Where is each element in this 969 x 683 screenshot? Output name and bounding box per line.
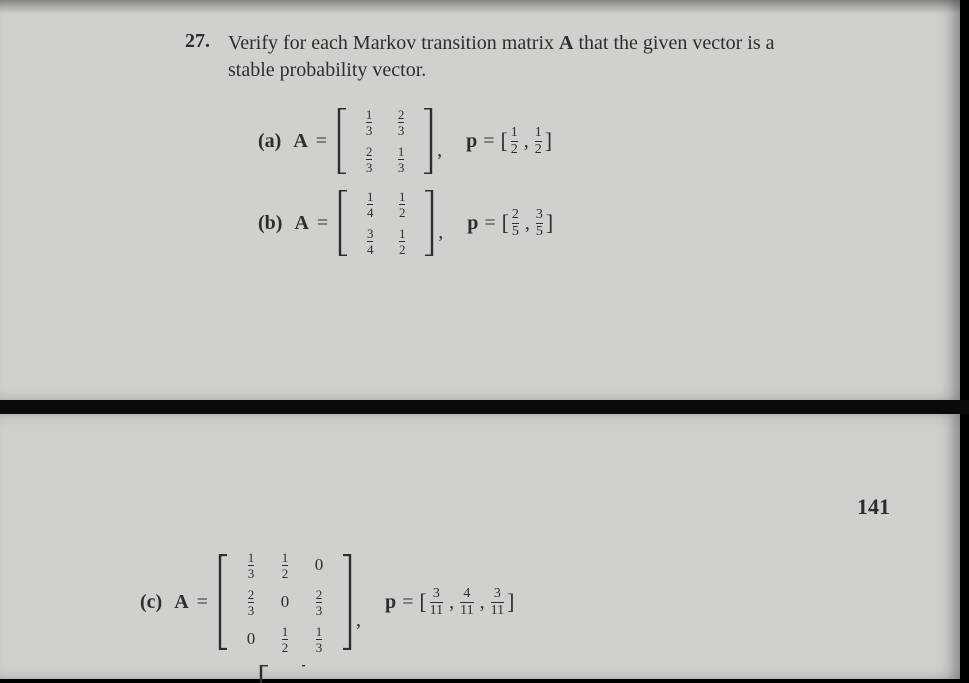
part-a-A: A	[293, 130, 307, 153]
part-c-label: (c)	[140, 591, 162, 614]
part-a-matrix: 13 23 23 13	[337, 108, 433, 174]
matrix-cell: 14	[354, 186, 386, 223]
left-square-bracket: [	[419, 589, 426, 615]
part-c-A: A	[174, 591, 188, 614]
matrix-cell: 23	[234, 584, 268, 621]
problem-bold-A: A	[559, 32, 573, 54]
part-c-matrix: 13 12 0 23 0 23 0 12 13	[218, 554, 352, 650]
p-symbol: p	[467, 212, 478, 235]
matrix-cell: 13	[385, 141, 417, 178]
right-square-bracket: ]	[545, 128, 552, 154]
cutoff-next-line	[255, 665, 305, 683]
part-b-p-vector: p = [ 25, 35 ]	[467, 208, 553, 239]
part-a-p-vector: p = [ 12, 12 ]	[466, 126, 552, 157]
matrix-row: 13 12 0	[234, 547, 336, 584]
matrix-cell: 13	[234, 547, 268, 584]
right-bracket-icon	[342, 554, 352, 650]
eq-sign: =	[483, 130, 494, 153]
matrix-row: 23 13	[353, 141, 417, 178]
matrix-cell: 0	[302, 547, 336, 584]
part-a-eq: =	[316, 130, 327, 153]
right-bracket-icon	[424, 190, 434, 256]
matrix-row: 13 23	[353, 104, 417, 141]
part-b-eq: =	[317, 212, 328, 235]
matrix-body: 13 12 0 23 0 23 0 12 13	[228, 554, 342, 650]
left-bracket-icon	[337, 108, 347, 174]
right-bracket-icon	[423, 108, 433, 174]
left-bracket-icon	[338, 190, 348, 256]
left-square-bracket: [	[502, 210, 509, 236]
problem-text-1b: that the given vector is a	[573, 32, 774, 54]
matrix-cell: 0	[234, 621, 268, 658]
vector-items: 12, 12	[508, 126, 545, 157]
part-a: (a) A = 13 23 23 13 , p = [ 12,	[258, 108, 552, 174]
right-square-bracket: ]	[546, 210, 553, 236]
matrix-cell: 34	[354, 223, 386, 260]
vector-items: 25, 35	[509, 208, 546, 239]
part-b: (b) A = 14 12 34 12 , p = [ 25,	[258, 190, 553, 256]
textbook-page-top: 27. Verify for each Markov transition ma…	[0, 0, 960, 400]
scan-gap	[0, 400, 969, 414]
matrix-row: 23 0 23	[234, 584, 336, 621]
right-square-bracket: ]	[507, 589, 514, 615]
vector-items: 311, 411, 311	[427, 587, 507, 618]
part-b-label: (b)	[258, 212, 282, 235]
part-c-eq: =	[197, 591, 208, 614]
matrix-cell: 12	[268, 547, 302, 584]
matrix-row: 0 12 13	[234, 621, 336, 658]
matrix-cell: 0	[268, 584, 302, 621]
p-symbol: p	[466, 130, 477, 153]
comma: ,	[356, 609, 361, 632]
problem-text-2: stable probability vector.	[228, 59, 426, 81]
part-c-p-vector: p = [ 311, 411, 311 ]	[385, 587, 515, 618]
matrix-cell: 13	[302, 621, 336, 658]
part-a-label: (a)	[258, 130, 281, 153]
eq-sign: =	[484, 212, 495, 235]
right-bracket-icon	[301, 665, 305, 683]
problem-27: 27. Verify for each Markov transition ma…	[185, 30, 925, 84]
left-square-bracket: [	[500, 128, 507, 154]
problem-number: 27.	[185, 30, 223, 53]
top-page-shadow	[0, 0, 960, 14]
matrix-row: 14 12	[354, 186, 418, 223]
problem-text-1: Verify for each Markov transition matrix	[228, 32, 559, 54]
matrix-body: 13 23 23 13	[347, 108, 423, 174]
matrix-cell: 13	[353, 104, 385, 141]
eq-sign: =	[402, 591, 413, 614]
matrix-row: 34 12	[354, 223, 418, 260]
matrix-cell: 12	[386, 186, 418, 223]
matrix-body: 14 12 34 12	[348, 190, 424, 256]
part-b-matrix: 14 12 34 12	[338, 190, 434, 256]
matrix-cell: 23	[353, 141, 385, 178]
comma: ,	[438, 221, 443, 244]
matrix-cell: 12	[386, 223, 418, 260]
part-b-A: A	[294, 212, 308, 235]
left-bracket-icon	[218, 554, 228, 650]
page-number: 141	[857, 494, 890, 520]
p-symbol: p	[385, 591, 396, 614]
matrix-cell: 23	[302, 584, 336, 621]
comma: ,	[437, 139, 442, 162]
textbook-page-bottom: 141 (c) A = 13 12 0 23 0 23 0 12	[0, 414, 960, 679]
left-bracket-icon	[259, 665, 269, 683]
problem-statement: Verify for each Markov transition matrix…	[228, 30, 918, 84]
part-c: (c) A = 13 12 0 23 0 23 0 12 13	[140, 554, 514, 650]
cutoff-matrix-top	[259, 665, 305, 683]
matrix-cell: 12	[268, 621, 302, 658]
matrix-cell: 23	[385, 104, 417, 141]
